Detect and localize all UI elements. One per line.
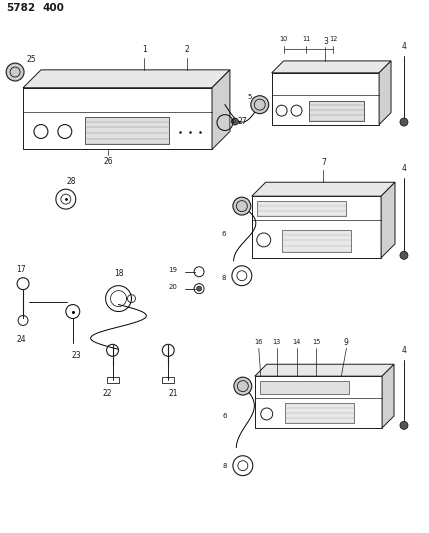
Bar — [257, 201, 346, 216]
Text: 22: 22 — [103, 389, 112, 398]
Text: 13: 13 — [272, 340, 281, 345]
Polygon shape — [382, 364, 394, 428]
Bar — [281, 230, 351, 252]
Text: 16: 16 — [254, 340, 263, 345]
Polygon shape — [381, 182, 395, 258]
Text: 2: 2 — [185, 45, 190, 54]
Text: 9: 9 — [344, 338, 349, 347]
Text: 6: 6 — [222, 231, 226, 237]
Text: 15: 15 — [312, 340, 320, 345]
Text: 8: 8 — [223, 463, 227, 469]
Text: 11: 11 — [302, 36, 311, 42]
Text: 4: 4 — [402, 164, 406, 173]
Text: 20: 20 — [168, 284, 177, 289]
Circle shape — [231, 118, 239, 125]
Circle shape — [233, 197, 251, 215]
Bar — [252, 196, 381, 258]
Bar — [255, 376, 382, 428]
Text: 25: 25 — [26, 54, 36, 63]
Text: 21: 21 — [169, 389, 178, 398]
Text: 5: 5 — [248, 94, 252, 100]
Bar — [309, 101, 364, 120]
Bar — [106, 377, 118, 383]
Text: 6: 6 — [223, 413, 227, 419]
Bar — [85, 117, 169, 144]
Circle shape — [234, 377, 252, 395]
Text: 3: 3 — [323, 37, 328, 45]
Text: 28: 28 — [66, 177, 76, 185]
Bar — [260, 381, 349, 394]
Circle shape — [400, 422, 408, 430]
Polygon shape — [379, 61, 391, 125]
Text: 6: 6 — [232, 118, 236, 124]
Text: 17: 17 — [16, 265, 26, 274]
Text: 12: 12 — [329, 36, 338, 42]
Polygon shape — [272, 61, 391, 73]
Text: 24: 24 — [16, 335, 26, 344]
Circle shape — [251, 96, 269, 114]
Text: 4: 4 — [402, 43, 406, 52]
Polygon shape — [212, 70, 230, 149]
Circle shape — [196, 286, 202, 291]
Circle shape — [400, 118, 408, 126]
Bar — [272, 73, 379, 125]
Text: 400: 400 — [43, 3, 65, 13]
Text: 10: 10 — [279, 36, 288, 42]
Text: 27: 27 — [237, 117, 247, 126]
Text: 14: 14 — [292, 340, 301, 345]
Text: 18: 18 — [114, 269, 123, 278]
Text: 23: 23 — [72, 351, 82, 360]
Polygon shape — [23, 70, 230, 88]
Text: 1: 1 — [142, 45, 147, 54]
Text: 19: 19 — [168, 266, 177, 273]
Bar — [23, 88, 212, 149]
Polygon shape — [252, 182, 395, 196]
Polygon shape — [255, 364, 394, 376]
Text: 26: 26 — [103, 157, 113, 166]
Circle shape — [400, 252, 408, 260]
Bar — [284, 403, 354, 423]
Text: 8: 8 — [222, 274, 226, 281]
Text: 5782: 5782 — [6, 3, 35, 13]
Text: 7: 7 — [321, 158, 326, 167]
Text: 4: 4 — [402, 346, 406, 355]
Circle shape — [6, 63, 24, 81]
Bar — [162, 377, 174, 383]
